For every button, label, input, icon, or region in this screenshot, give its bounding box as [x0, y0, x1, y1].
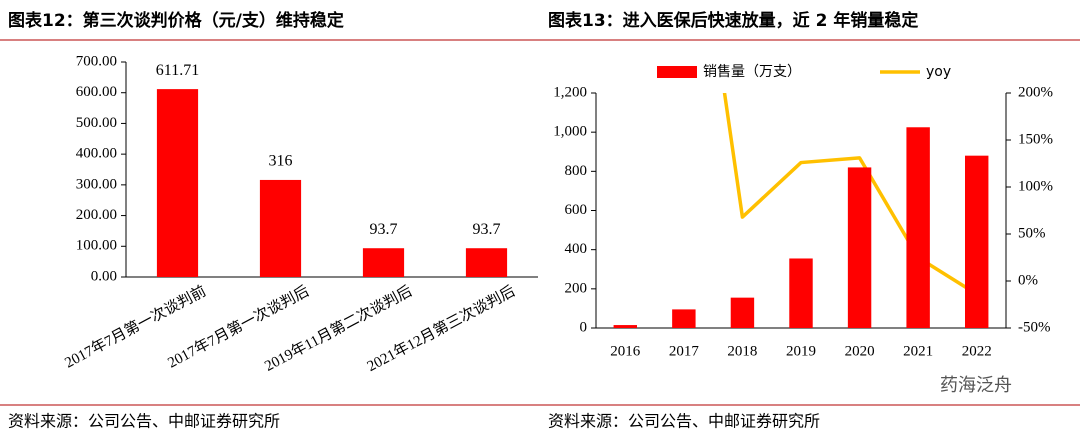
y2-tick-label: 0%	[1018, 272, 1038, 288]
y-tick-label: 200	[565, 280, 588, 296]
x-tick-label: 2022	[962, 343, 992, 359]
y-tick-label: 600	[565, 202, 588, 218]
data-label: 93.7	[473, 221, 501, 238]
x-tick-label: 2018	[727, 343, 757, 359]
x-tick-label: 2016	[610, 343, 641, 359]
y-tick-label: 1,000	[553, 124, 587, 140]
y2-tick-label: 200%	[1018, 84, 1053, 100]
plot-clip	[722, 93, 978, 296]
bar	[465, 248, 508, 277]
y-tick-label: 800	[565, 163, 588, 179]
line	[722, 93, 978, 296]
y-tick-label: 600.00	[76, 84, 117, 100]
legend-label: 销售量（万支）	[703, 64, 801, 80]
watermark: 药海泛舟	[940, 375, 1012, 396]
x-tick-label: 2019	[786, 343, 816, 359]
bar	[730, 297, 755, 328]
y-tick-label: 200.00	[76, 207, 117, 223]
y2-tick-label: -50%	[1018, 319, 1051, 335]
data-label: 316	[269, 153, 293, 170]
x-tick-label: 2020	[845, 343, 875, 359]
source: 资料来源：公司公告、中邮证券研究所	[548, 412, 820, 431]
bar	[906, 127, 930, 328]
y-tick-label: 300.00	[76, 176, 117, 192]
y-tick-label: 400.00	[76, 146, 117, 162]
data-label: 93.7	[370, 221, 398, 238]
x-tick-label: 2017	[669, 343, 700, 359]
y-tick-label: 100.00	[76, 238, 117, 254]
legend-swatch	[657, 66, 697, 78]
bar	[965, 155, 989, 328]
y-tick-label: 0	[580, 319, 588, 335]
bar	[156, 89, 199, 277]
y-tick-label: 0.00	[91, 268, 117, 284]
source: 资料来源：公司公告、中邮证券研究所	[8, 412, 280, 431]
chart-title: 图表12：第三次谈判价格（元/支）维持稳定	[8, 10, 344, 31]
bar	[362, 248, 405, 277]
y-tick-label: 700.00	[76, 53, 117, 69]
y2-tick-label: 50%	[1018, 225, 1046, 241]
y2-tick-label: 100%	[1018, 178, 1053, 194]
y2-tick-label: 150%	[1018, 131, 1053, 147]
legend-label: yoy	[926, 64, 951, 80]
chart-title: 图表13：进入医保后快速放量，近 2 年销量稳定	[548, 10, 918, 31]
y-tick-label: 500.00	[76, 115, 117, 131]
bar	[672, 309, 696, 328]
y-tick-label: 1,200	[553, 84, 587, 100]
data-label: 611.71	[156, 62, 199, 79]
bar	[613, 325, 637, 328]
x-tick-label: 2021	[903, 343, 933, 359]
bar	[847, 167, 872, 328]
bar	[789, 258, 813, 328]
bar	[259, 179, 302, 277]
y-tick-label: 400	[565, 241, 588, 257]
